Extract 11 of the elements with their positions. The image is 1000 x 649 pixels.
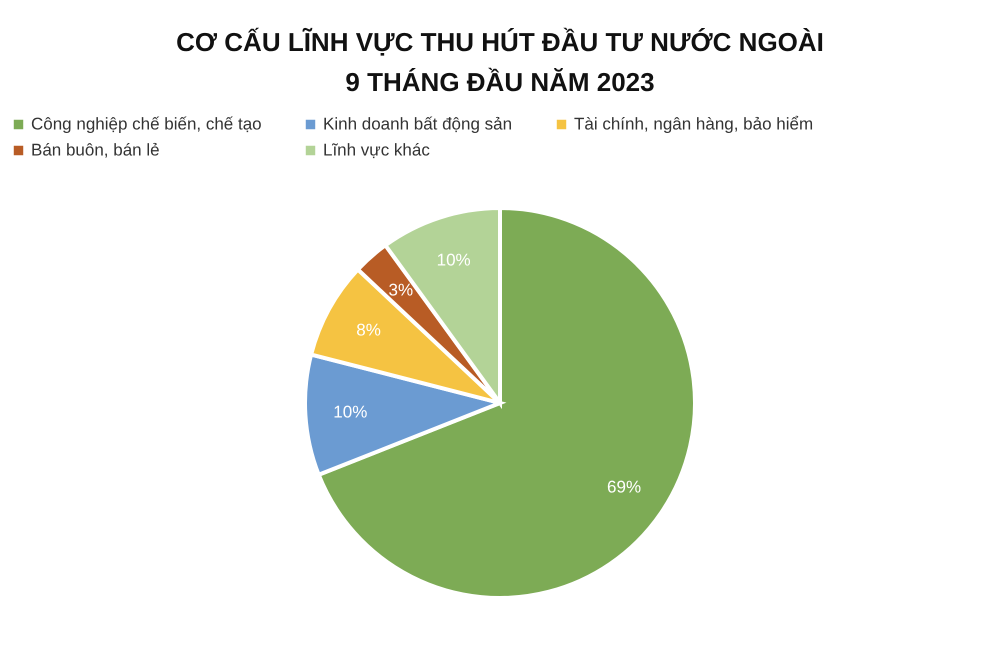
legend-label: Công nghiệp chế biến, chế tạo [31, 114, 262, 134]
legend-label: Tài chính, ngân hàng, bảo hiểm [574, 114, 814, 134]
data-label: 10% [333, 402, 368, 422]
data-label: 3% [388, 280, 414, 300]
chart-title: CƠ CẤU LĨNH VỰC THU HÚT ĐẦU TƯ NƯỚC NGOÀI 9 THÁNG ĐẦU NĂM 2023 [176, 27, 824, 97]
data-label: 69% [607, 477, 642, 496]
data-label: 8% [356, 320, 381, 340]
legend-label: Kinh doanh bất động sản [323, 114, 512, 134]
legend-label: Bán buôn, bán lẻ [31, 140, 160, 160]
data-label: 10% [436, 250, 471, 270]
legend-label: Lĩnh vực khác [323, 140, 430, 160]
